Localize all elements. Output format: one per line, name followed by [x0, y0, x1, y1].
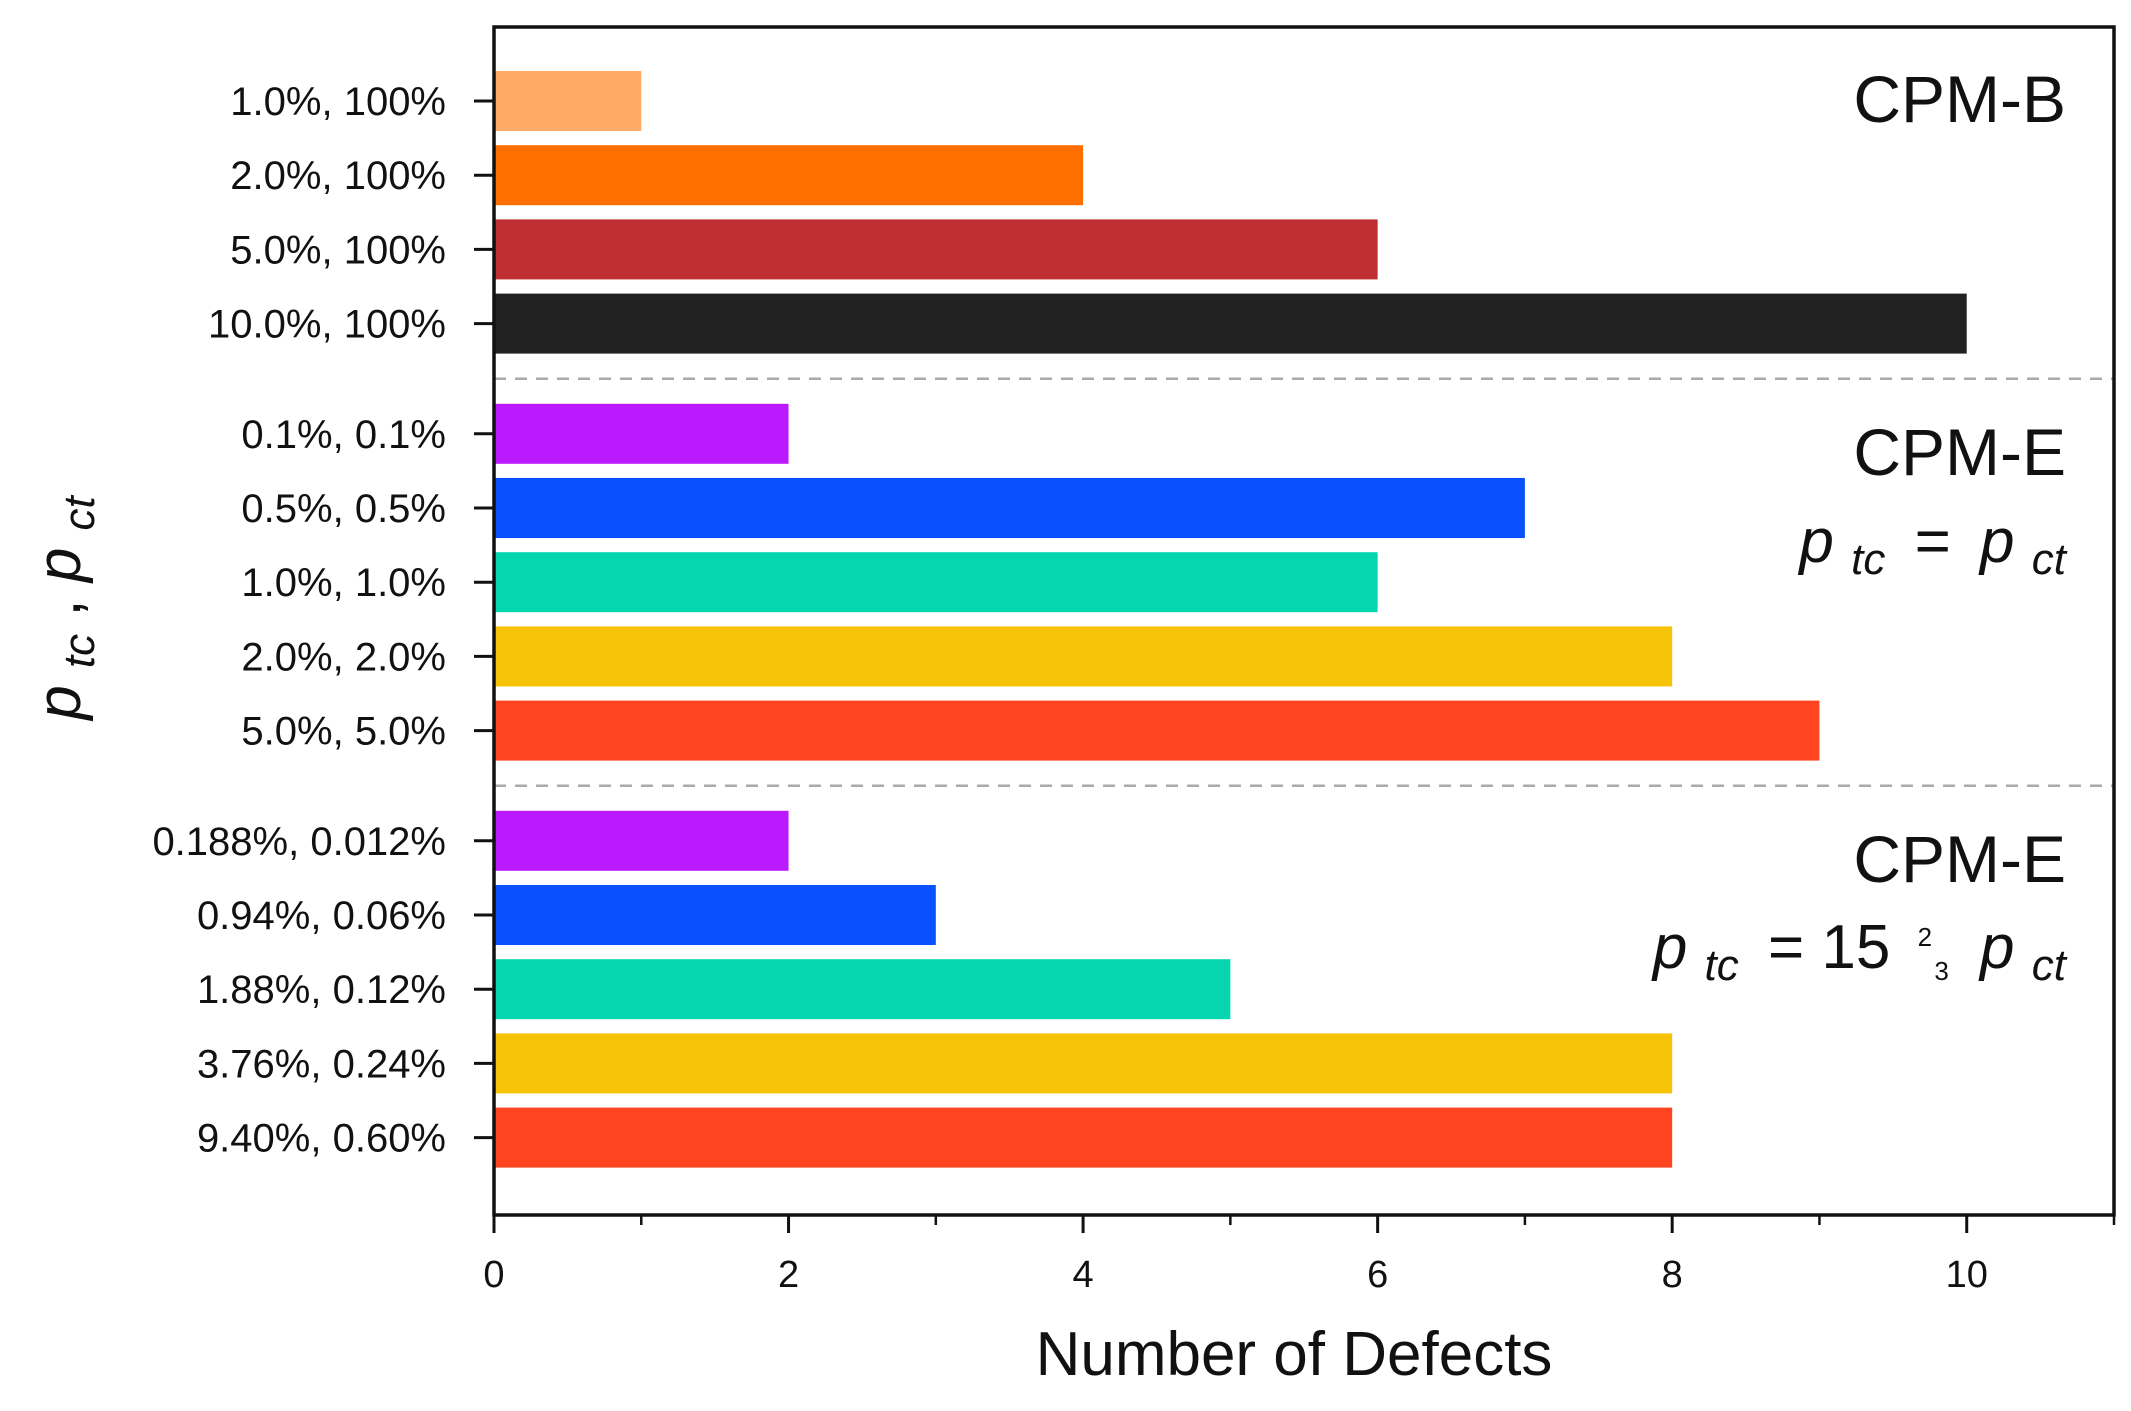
bar — [494, 810, 789, 871]
bar — [494, 219, 1378, 280]
cond2-rhs-p: p — [1978, 913, 2014, 982]
bar — [494, 626, 1673, 687]
x-tick-label: 8 — [1662, 1254, 1683, 1296]
cond1-lhs-sub: tc — [1851, 535, 1885, 584]
cond2-frac-den: 3 — [1934, 956, 1948, 986]
bar — [494, 403, 789, 464]
bar — [494, 959, 1231, 1020]
category-label: 0.1%, 0.1% — [241, 413, 446, 457]
cond1-rhs-sub: ct — [2032, 535, 2068, 584]
y-title-sub2: ct — [55, 494, 104, 530]
condition-ratio: p tc = 15 2 3 p ct — [1651, 891, 2068, 994]
category-label: 2.0%, 100% — [230, 154, 446, 198]
category-label: 2.0%, 2.0% — [241, 635, 446, 679]
x-tick-label: 10 — [1946, 1254, 1988, 1296]
category-labels: 1.0%, 100% 2.0%, 100% 5.0%, 100% 10.0%, 100… — [152, 80, 446, 1161]
cond1-rhs-p: p — [1978, 507, 2014, 576]
category-label: 1.0%, 1.0% — [241, 561, 446, 605]
group-label-cpm-e-ratio: CPM-E — [1853, 822, 2066, 896]
x-tick-label: 0 — [483, 1254, 504, 1296]
x-axis-title: Number of Defects — [1036, 1320, 1553, 1389]
y-title-p1: p — [25, 685, 94, 721]
axis-ticks: 0 2 4 6 8 10 — [474, 99, 2116, 1296]
cond1-op: = — [1915, 507, 1951, 576]
x-tick-label: 4 — [1073, 1254, 1094, 1296]
cond2-rhs-sub: ct — [2032, 941, 2068, 990]
category-label: 5.0%, 5.0% — [241, 710, 446, 754]
bars-layer — [494, 71, 1967, 1168]
x-tick-label: 2 — [778, 1254, 799, 1296]
cond2-lhs-sub: tc — [1705, 941, 1739, 990]
bar — [494, 478, 1525, 538]
bar — [494, 700, 1820, 761]
category-label: 5.0%, 100% — [230, 228, 446, 272]
category-label: 0.94%, 0.06% — [197, 894, 446, 938]
category-label: 0.5%, 0.5% — [241, 487, 446, 531]
bar — [494, 1107, 1673, 1168]
plot-frame — [492, 25, 2116, 1217]
y-axis-title: p tc , p ct — [25, 494, 108, 721]
cond2-frac-num: 2 — [1918, 922, 1932, 952]
category-label: 9.40%, 0.60% — [197, 1117, 446, 1161]
bar — [494, 293, 1967, 354]
y-title-sub1: tc — [55, 634, 104, 668]
cond2-lhs-p: p — [1651, 913, 1687, 982]
category-label: 0.188%, 0.012% — [152, 820, 446, 864]
category-label: 1.88%, 0.12% — [197, 968, 446, 1012]
y-title-p2: p — [25, 548, 94, 584]
bar — [494, 71, 642, 131]
group-label-cpm-e-equal: CPM-E — [1853, 415, 2066, 489]
category-label: 1.0%, 100% — [230, 80, 446, 124]
group-label-cpm-b: CPM-B — [1853, 62, 2066, 136]
category-label: 3.76%, 0.24% — [197, 1042, 446, 1086]
bar — [494, 552, 1378, 613]
category-label: 10.0%, 100% — [208, 303, 446, 347]
condition-equal: p tc = p ct — [1797, 507, 2067, 588]
bar — [494, 885, 936, 945]
bar — [494, 145, 1084, 206]
cond1-lhs-p: p — [1797, 507, 1833, 576]
group-separators — [494, 377, 2114, 787]
bar — [494, 1033, 1673, 1094]
cond2-op: = 15 — [1768, 913, 1890, 982]
y-title-sep: , — [25, 582, 94, 616]
x-tick-label: 6 — [1367, 1254, 1388, 1296]
